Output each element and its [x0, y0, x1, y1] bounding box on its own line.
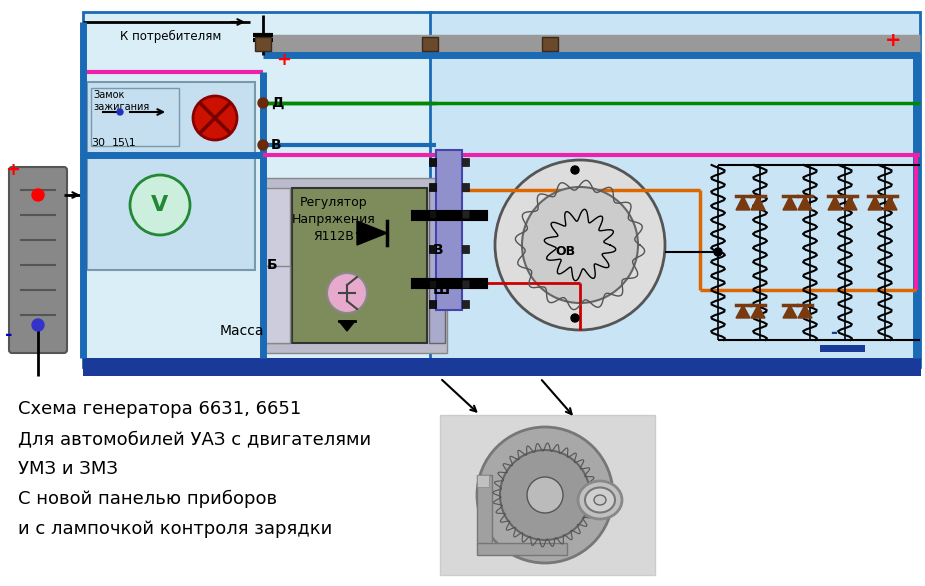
- Bar: [87, 82, 255, 270]
- Bar: [91, 88, 179, 146]
- Bar: [83, 12, 431, 367]
- Text: Б: Б: [267, 258, 278, 272]
- Bar: [429, 245, 436, 253]
- Circle shape: [327, 273, 367, 313]
- Text: ОВ: ОВ: [555, 245, 575, 258]
- Bar: [292, 188, 427, 343]
- Polygon shape: [751, 305, 765, 318]
- Polygon shape: [868, 196, 882, 210]
- Text: Масса: Масса: [220, 324, 265, 338]
- Bar: [462, 210, 469, 218]
- Bar: [462, 183, 469, 191]
- Circle shape: [258, 140, 268, 150]
- Polygon shape: [736, 305, 750, 318]
- Circle shape: [258, 98, 268, 108]
- Circle shape: [130, 175, 190, 235]
- Circle shape: [714, 248, 722, 256]
- Bar: [429, 210, 436, 218]
- Bar: [440, 415, 655, 575]
- Text: +: +: [276, 51, 291, 69]
- Bar: [477, 475, 489, 487]
- Ellipse shape: [585, 488, 615, 513]
- Bar: [422, 37, 438, 51]
- Text: К потребителям: К потребителям: [120, 30, 221, 43]
- Bar: [429, 300, 436, 308]
- Text: V: V: [152, 195, 168, 215]
- Text: Для автомобилей УАЗ с двигателями: Для автомобилей УАЗ с двигателями: [18, 430, 371, 448]
- Polygon shape: [783, 305, 797, 318]
- Bar: [83, 358, 921, 376]
- Polygon shape: [883, 196, 897, 210]
- Bar: [436, 150, 462, 310]
- Polygon shape: [357, 221, 387, 245]
- Bar: [262, 188, 290, 343]
- Bar: [477, 543, 567, 555]
- Bar: [262, 178, 447, 353]
- Text: 15\1: 15\1: [112, 138, 137, 148]
- Polygon shape: [339, 321, 355, 331]
- Text: -: -: [830, 324, 837, 342]
- Circle shape: [527, 477, 563, 513]
- Text: Регулятор
Напряжения
Я112В: Регулятор Напряжения Я112В: [292, 196, 376, 243]
- Bar: [429, 183, 436, 191]
- Ellipse shape: [594, 495, 606, 505]
- Bar: [430, 12, 920, 367]
- Polygon shape: [751, 196, 765, 210]
- Text: Замок
зажигания: Замок зажигания: [93, 90, 149, 111]
- Polygon shape: [736, 196, 750, 210]
- Bar: [429, 188, 445, 343]
- Polygon shape: [783, 196, 797, 210]
- Text: Схема генератора 6631, 6651: Схема генератора 6631, 6651: [18, 400, 302, 418]
- Circle shape: [495, 160, 665, 330]
- Circle shape: [193, 96, 237, 140]
- Bar: [429, 158, 436, 166]
- Ellipse shape: [578, 481, 622, 519]
- Circle shape: [522, 187, 638, 303]
- Circle shape: [571, 166, 579, 174]
- Circle shape: [32, 319, 44, 331]
- Bar: [429, 280, 436, 288]
- Bar: [462, 300, 469, 308]
- Bar: [462, 280, 469, 288]
- Polygon shape: [828, 196, 842, 210]
- Polygon shape: [798, 196, 812, 210]
- Text: УМЗ и ЗМЗ: УМЗ и ЗМЗ: [18, 460, 118, 478]
- Text: +: +: [5, 161, 20, 179]
- FancyBboxPatch shape: [9, 167, 67, 353]
- Text: Д: Д: [271, 96, 283, 110]
- Circle shape: [117, 109, 123, 115]
- Circle shape: [571, 314, 579, 322]
- Polygon shape: [798, 305, 812, 318]
- Text: В: В: [271, 138, 281, 152]
- Circle shape: [500, 450, 590, 540]
- Bar: [542, 37, 558, 51]
- Text: -: -: [5, 326, 13, 344]
- Bar: [462, 245, 469, 253]
- Text: 30: 30: [91, 138, 105, 148]
- Text: Ш: Ш: [433, 283, 450, 297]
- Polygon shape: [843, 196, 857, 210]
- Bar: [462, 158, 469, 166]
- Circle shape: [32, 189, 44, 201]
- Bar: [820, 345, 865, 352]
- Text: В: В: [433, 243, 444, 257]
- Bar: [255, 37, 271, 51]
- Bar: [477, 475, 492, 545]
- Text: и с лампочкой контроля зарядки: и с лампочкой контроля зарядки: [18, 520, 332, 538]
- Text: +: +: [885, 30, 902, 49]
- Circle shape: [477, 427, 613, 563]
- Text: С новой панелью приборов: С новой панелью приборов: [18, 490, 277, 508]
- Bar: [262, 266, 290, 343]
